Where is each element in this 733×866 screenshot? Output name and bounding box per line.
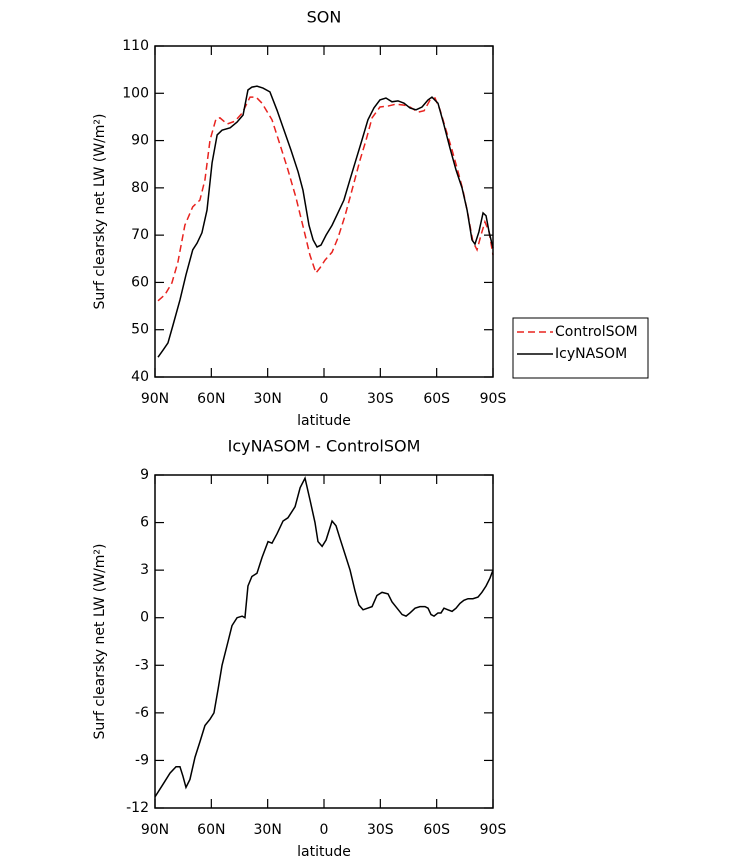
y-tick-label: 60 — [131, 274, 149, 290]
y-tick-label: 100 — [122, 85, 149, 101]
data-line — [157, 96, 494, 302]
x-tick-label: 60N — [197, 822, 225, 838]
x-tick-label: 0 — [320, 391, 329, 407]
legend-box — [512, 317, 649, 379]
y-tick-label: 40 — [131, 369, 149, 385]
y-tick-label: -9 — [135, 752, 149, 768]
x-axis-label: latitude — [297, 844, 351, 860]
x-tick-label: 90S — [480, 822, 507, 838]
y-tick-label: 70 — [131, 227, 149, 243]
x-tick-label: 90N — [141, 391, 169, 407]
x-tick-label: 30N — [254, 391, 282, 407]
x-tick-label: 0 — [320, 822, 329, 838]
plot-frame — [154, 474, 494, 809]
y-tick-label: 90 — [131, 133, 149, 149]
x-tick-label: 60N — [197, 391, 225, 407]
x-tick-label: 30S — [367, 391, 394, 407]
data-line — [157, 85, 494, 358]
y-tick-label: 6 — [140, 515, 149, 531]
y-axis-label: Surf clearsky net LW (W/m²) — [92, 543, 108, 739]
y-tick-label: -3 — [135, 657, 149, 673]
x-tick-label: 30N — [254, 822, 282, 838]
y-tick-label: 50 — [131, 322, 149, 338]
y-tick-label: -6 — [135, 705, 149, 721]
x-axis-label: latitude — [297, 413, 351, 429]
y-tick-label: 0 — [140, 610, 149, 626]
x-tick-label: 60S — [423, 391, 450, 407]
x-tick-label: 30S — [367, 822, 394, 838]
legend-label: IcyNASOM — [555, 346, 627, 362]
y-tick-label: 3 — [140, 562, 149, 578]
y-tick-label: 110 — [122, 38, 149, 54]
data-line — [154, 475, 494, 798]
legend-label: ControlSOM — [555, 324, 638, 340]
x-tick-label: 60S — [423, 822, 450, 838]
y-tick-label: 80 — [131, 180, 149, 196]
plot-frame — [154, 45, 494, 378]
chart-title: IcyNASOM - ControlSOM — [228, 437, 421, 456]
y-axis-label: Surf clearsky net LW (W/m²) — [92, 113, 108, 309]
chart-title: SON — [307, 8, 342, 27]
y-tick-label: 9 — [140, 467, 149, 483]
x-tick-label: 90N — [141, 822, 169, 838]
x-tick-label: 90S — [480, 391, 507, 407]
y-tick-label: -12 — [126, 800, 149, 816]
